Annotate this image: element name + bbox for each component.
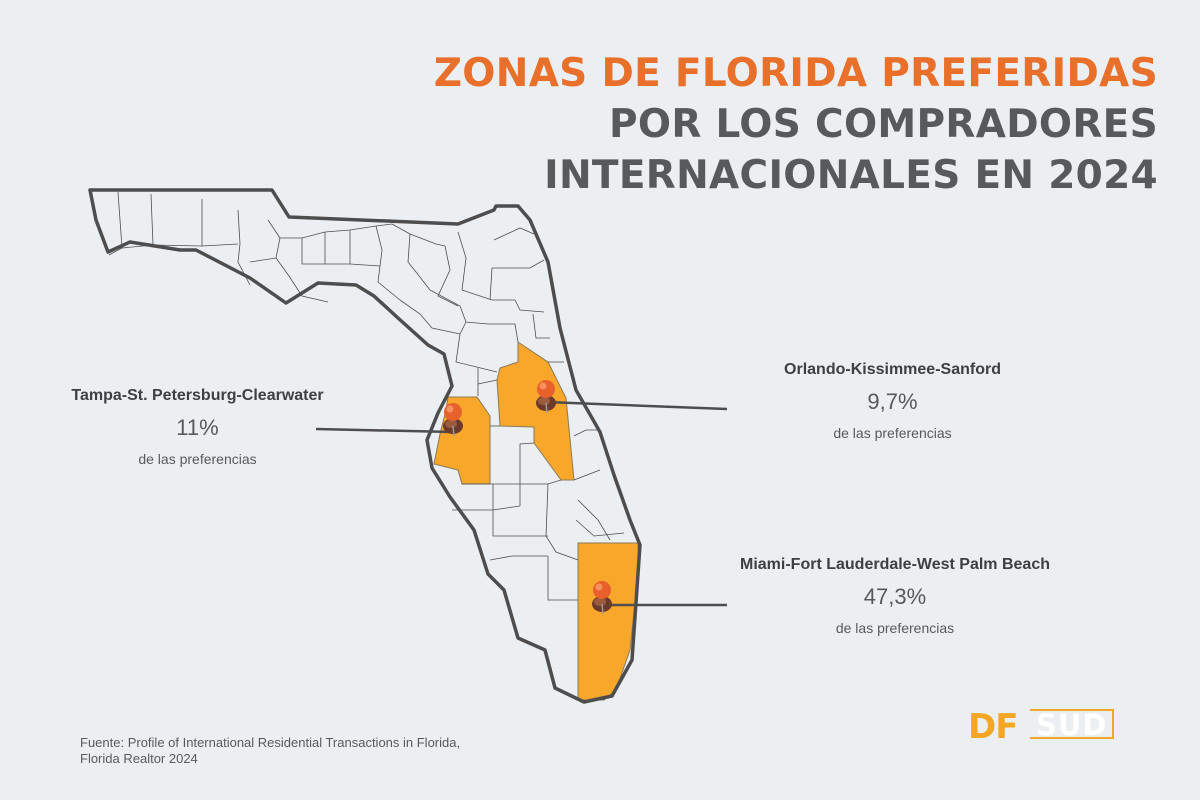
region-fill-miami <box>577 542 639 701</box>
source-note: Fuente: Profile of International Residen… <box>80 735 460 767</box>
pushpin-icon <box>536 380 556 414</box>
logo-frame <box>1030 709 1114 739</box>
county-borders <box>108 191 625 601</box>
title-line-2: POR LOS COMPRADORES <box>609 102 1158 147</box>
source-line-1: Fuente: Profile of International Residen… <box>80 735 461 750</box>
region-label-tampa: Tampa-St. Petersburg-Clearwater 11% de l… <box>60 387 335 467</box>
region-name: Miami-Fort Lauderdale-West Palm Beach <box>740 556 1050 573</box>
pushpin-icon <box>592 581 612 615</box>
logo-df: DF <box>968 707 1018 747</box>
region-caption: de las preferencias <box>835 620 955 636</box>
leader-line-tampa <box>315 427 454 434</box>
region-percent: 11% <box>176 415 219 440</box>
source-line-2: Florida Realtor 2024 <box>80 751 198 766</box>
dfsud-logo: DF SUD <box>968 707 1128 747</box>
highlighted-regions <box>433 341 639 701</box>
region-name: Tampa-St. Petersburg-Clearwater <box>71 387 324 404</box>
region-label-orlando: Orlando-Kissimmee-Sanford 9,7% de las pr… <box>770 361 1015 441</box>
region-name: Orlando-Kissimmee-Sanford <box>784 361 1001 378</box>
region-fill-tampa <box>433 396 491 485</box>
pushpin-icon <box>443 403 463 437</box>
region-fill-orlando <box>496 341 575 481</box>
leader-line-orlando <box>545 400 728 411</box>
leader-lines <box>315 400 728 607</box>
region-percent: 9,7% <box>867 389 918 414</box>
region-caption: de las preferencias <box>138 451 257 467</box>
region-label-miami: Miami-Fort Lauderdale-West Palm Beach 47… <box>740 556 1050 636</box>
title-line-3: INTERNACIONALES EN 2024 <box>544 153 1158 198</box>
title-line-1: ZONAS DE FLORIDA PREFERIDAS <box>433 51 1158 96</box>
florida-outline <box>88 188 642 704</box>
region-caption: de las preferencias <box>833 425 952 441</box>
region-percent: 47,3% <box>863 584 927 609</box>
page-title: ZONAS DE FLORIDA PREFERIDAS POR LOS COMP… <box>434 48 1158 201</box>
logo-sud: SUD <box>1036 708 1108 742</box>
